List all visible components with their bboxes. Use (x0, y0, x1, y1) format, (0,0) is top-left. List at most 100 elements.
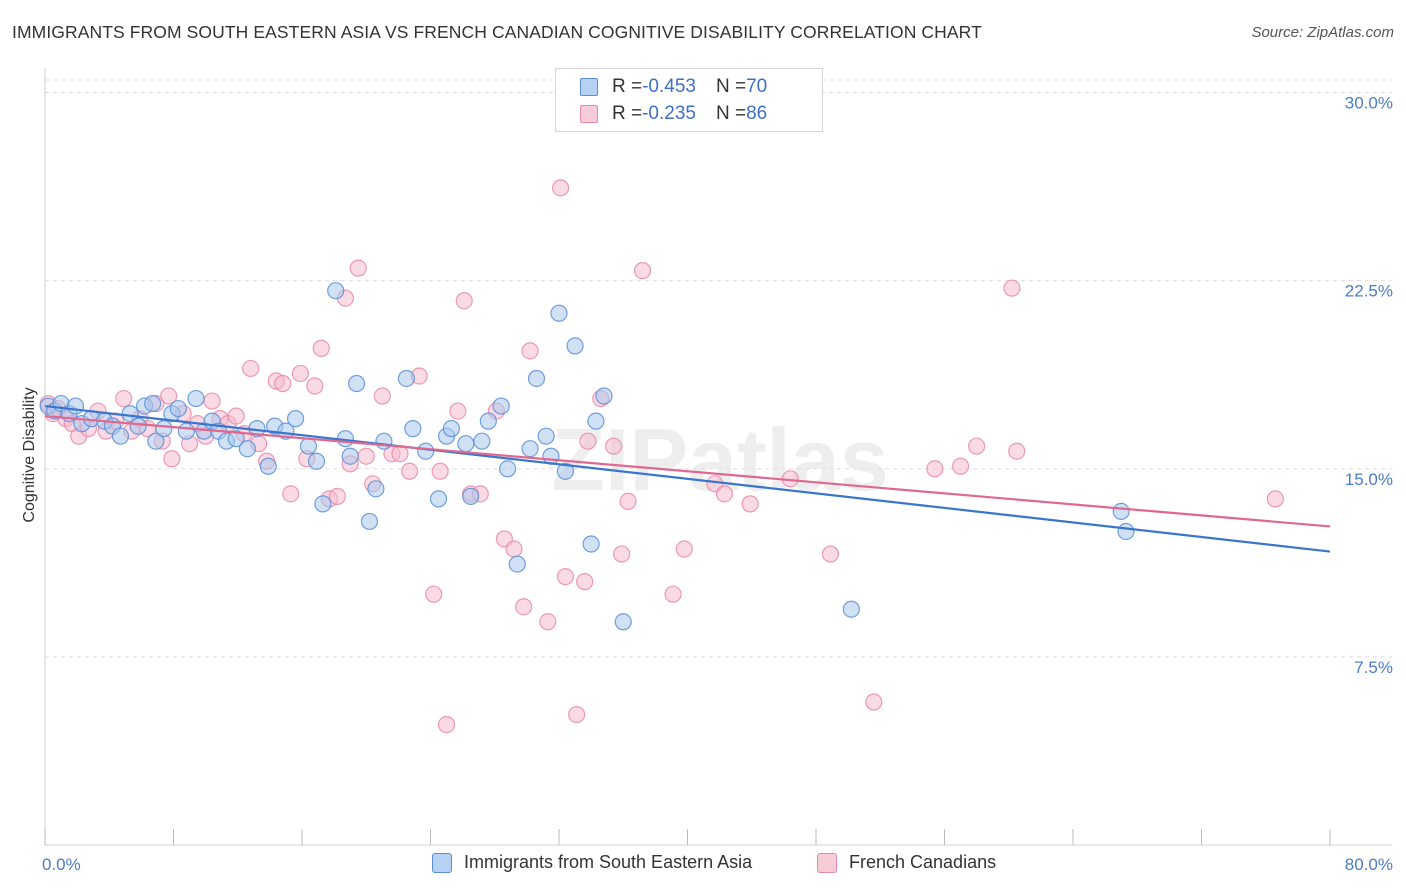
pink-point (274, 374, 292, 393)
blue-point (614, 613, 632, 631)
series-swatch-pink (817, 852, 837, 873)
blue-point (457, 435, 475, 453)
blue-point (307, 452, 326, 470)
series-swatch-blue (432, 852, 452, 873)
pink-point (926, 460, 944, 478)
pink-point (291, 364, 309, 383)
blue-point (177, 422, 195, 440)
pink-point (515, 598, 533, 616)
pink-point (349, 259, 367, 277)
blue-point (147, 432, 165, 450)
blue-point (1112, 502, 1130, 521)
pink-point (328, 487, 346, 505)
pink-point (741, 495, 759, 513)
legend-row-blue: R = -0.453 N = 70 (580, 74, 767, 100)
blue-point (537, 427, 555, 445)
blue-point (595, 387, 613, 405)
blue-point (348, 374, 366, 393)
chart-source: Source: ZipAtlas.com (1251, 24, 1394, 41)
pink-point (619, 492, 637, 510)
pink-point (556, 568, 575, 586)
blue-point (550, 304, 568, 322)
blue-point (417, 442, 435, 460)
blue-point (341, 447, 359, 465)
pink-point (160, 387, 178, 405)
pink-point (401, 462, 419, 480)
y-tick-label: 22.5% (1345, 282, 1393, 301)
blue-point (556, 462, 575, 480)
blue-point (121, 404, 139, 423)
pink-point (675, 540, 693, 558)
y-tick-label: 30.0% (1345, 94, 1393, 113)
blue-point (327, 282, 345, 300)
blue-point (521, 440, 539, 458)
pink-point (539, 613, 557, 631)
blue-point (508, 555, 526, 573)
pink-point (163, 450, 181, 468)
blue-point (499, 460, 517, 478)
pink-point (605, 437, 623, 455)
pink-point (203, 392, 221, 410)
pink-point (951, 457, 970, 475)
legend-r-label: R = (612, 103, 643, 124)
pink-point (715, 485, 734, 503)
pink-point (1008, 442, 1026, 460)
blue-point (1117, 522, 1135, 541)
legend-n-value: 86 (746, 103, 768, 124)
chart-title: IMMIGRANTS FROM SOUTH EASTERN ASIA VS FR… (12, 22, 982, 42)
legend-r-label: R = (612, 76, 643, 97)
pink-point (821, 545, 840, 563)
axis-layer: 7.5% 15.0% 22.5% 30.0% 0.0% 80.0% (42, 68, 1393, 874)
blue-point (111, 427, 130, 445)
pink-point (437, 716, 456, 734)
blue-point (286, 410, 305, 428)
blue-point (227, 430, 245, 448)
blue-point (277, 422, 295, 440)
legend-row-pink: R = -0.235 N = 86 (580, 101, 767, 127)
blue-point (129, 417, 147, 435)
legend-swatch-pink (580, 105, 598, 123)
pink-point (1003, 279, 1021, 297)
pink-point (521, 342, 539, 360)
series-legend-label: Immigrants from South Eastern Asia (464, 852, 753, 872)
blue-point (187, 389, 205, 408)
blue-point (238, 440, 256, 458)
legend-r-value: -0.453 (642, 76, 696, 97)
blue-point (527, 369, 546, 388)
series-legend-label: French Canadians (849, 852, 997, 872)
blue-point (429, 490, 448, 508)
blue-point (259, 457, 277, 475)
pink-point (576, 573, 594, 591)
x-tick-label: 0.0% (42, 855, 81, 874)
legend-n-label: N = (715, 76, 747, 97)
blue-point (397, 369, 416, 388)
pink-point (664, 585, 682, 603)
trend-layer (44, 404, 1331, 553)
blue-point (404, 420, 422, 438)
pink-point (242, 359, 260, 378)
blue-point (587, 412, 605, 430)
blue-point (479, 412, 497, 430)
pink-point (552, 179, 570, 197)
pink-point (373, 387, 391, 405)
pink-point (505, 540, 523, 558)
blue-point (492, 397, 510, 415)
pink-point (568, 705, 586, 724)
blue-point (842, 600, 860, 618)
y-tick-label: 15.0% (1345, 470, 1393, 489)
pink-point (357, 447, 375, 465)
pink-point (431, 462, 449, 480)
pink-point (306, 377, 324, 395)
series-legend: Immigrants from South Eastern Asia Frenc… (0, 852, 1406, 876)
blue-point (144, 394, 162, 413)
series-legend-item-blue: Immigrants from South Eastern Asia (432, 852, 752, 873)
blue-point (566, 337, 584, 355)
pink-point (968, 437, 986, 455)
pink-point (613, 545, 631, 563)
legend-swatch-blue (580, 78, 598, 96)
blue-point (367, 480, 385, 498)
blue-point (66, 397, 85, 415)
pink-point (1266, 490, 1284, 508)
pink-point (865, 693, 883, 711)
